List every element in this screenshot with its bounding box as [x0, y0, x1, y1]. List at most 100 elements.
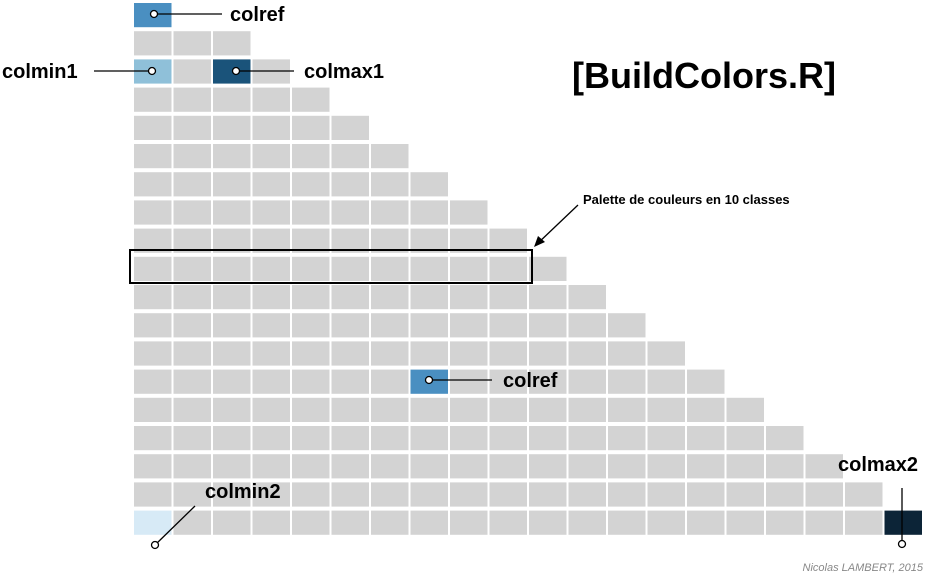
grid-cell — [213, 510, 251, 535]
page-title: [BuildColors.R] — [572, 55, 836, 96]
grid-cell — [173, 482, 211, 507]
grid-cell — [213, 369, 251, 394]
grid-cell — [292, 256, 330, 281]
grid-cell — [608, 454, 646, 479]
arrow-head-icon — [534, 236, 545, 247]
colmin1-dot — [147, 66, 157, 76]
grid-cell — [213, 482, 251, 507]
colmin2-cell — [134, 510, 172, 535]
grid-cell — [134, 200, 172, 225]
grid-cell — [410, 397, 448, 422]
grid-cell — [173, 59, 211, 84]
grid-cell — [173, 313, 211, 338]
grid-cell — [134, 313, 172, 338]
colref-mid-dot — [424, 375, 434, 385]
grid-cell — [213, 397, 251, 422]
grid-cell — [213, 144, 251, 169]
grid-cell — [608, 341, 646, 366]
grid-cell — [410, 200, 448, 225]
grid-cell — [568, 369, 606, 394]
grid-cell — [252, 87, 290, 112]
grid-cell — [331, 397, 369, 422]
grid-cell — [687, 454, 725, 479]
grid-cell — [331, 482, 369, 507]
grid-cell — [647, 510, 685, 535]
grid-cell — [371, 510, 409, 535]
grid-cell — [292, 426, 330, 451]
grid-cell — [489, 454, 527, 479]
grid-cell — [608, 397, 646, 422]
grid-cell — [647, 341, 685, 366]
grid-cell — [726, 426, 764, 451]
grid-cell — [331, 144, 369, 169]
grid-cell — [805, 510, 843, 535]
grid-cell — [292, 341, 330, 366]
grid-cell — [173, 115, 211, 140]
grid-cell — [805, 482, 843, 507]
grid-cell — [371, 313, 409, 338]
grid-cell — [134, 172, 172, 197]
grid-cell — [766, 510, 804, 535]
cell-grid — [134, 3, 922, 535]
grid-cell — [331, 313, 369, 338]
grid-cell — [213, 285, 251, 310]
grid-cell — [213, 172, 251, 197]
grid-cell — [213, 31, 251, 56]
grid-cell — [134, 115, 172, 140]
grid-cell — [608, 426, 646, 451]
grid-cell — [529, 397, 567, 422]
grid-cell — [450, 313, 488, 338]
grid-cell — [450, 369, 488, 394]
grid-cell — [134, 454, 172, 479]
grid-cell — [252, 228, 290, 253]
grid-cell — [331, 341, 369, 366]
grid-cell — [173, 341, 211, 366]
grid-cell — [134, 144, 172, 169]
palette-annotation-arrow — [535, 204, 579, 246]
grid-cell — [371, 426, 409, 451]
grid-cell — [647, 369, 685, 394]
grid-cell — [371, 228, 409, 253]
grid-cell — [213, 115, 251, 140]
grid-cell — [568, 313, 606, 338]
grid-cell — [687, 482, 725, 507]
grid-cell — [252, 510, 290, 535]
grid-cell — [134, 397, 172, 422]
grid-cell — [213, 87, 251, 112]
grid-cell — [292, 454, 330, 479]
grid-cell — [450, 397, 488, 422]
grid-cell — [213, 454, 251, 479]
grid-cell — [410, 426, 448, 451]
grid-cell — [173, 172, 211, 197]
grid-cell — [371, 200, 409, 225]
grid-cell — [371, 256, 409, 281]
colmin2-label: colmin2 — [205, 481, 281, 503]
grid-cell — [529, 285, 567, 310]
grid-cell — [252, 397, 290, 422]
palette-10-classes-frame — [129, 249, 533, 284]
grid-cell — [173, 87, 211, 112]
grid-cell — [568, 426, 606, 451]
grid-cell — [252, 285, 290, 310]
grid-cell — [766, 482, 804, 507]
grid-cell — [410, 510, 448, 535]
grid-cell — [687, 397, 725, 422]
grid-cell — [292, 200, 330, 225]
grid-cell — [173, 454, 211, 479]
grid-cell — [213, 341, 251, 366]
grid-cell — [173, 228, 211, 253]
grid-cell — [450, 341, 488, 366]
grid-cell — [252, 313, 290, 338]
grid-cell — [292, 397, 330, 422]
grid-cell — [292, 482, 330, 507]
grid-cell — [134, 87, 172, 112]
grid-cell — [213, 256, 251, 281]
grid-cell — [726, 482, 764, 507]
grid-cell — [173, 285, 211, 310]
grid-cell — [529, 454, 567, 479]
marker-dots — [147, 9, 907, 550]
grid-cell — [331, 200, 369, 225]
grid-cell — [805, 454, 843, 479]
grid-cell — [173, 510, 211, 535]
grid-cell — [134, 31, 172, 56]
